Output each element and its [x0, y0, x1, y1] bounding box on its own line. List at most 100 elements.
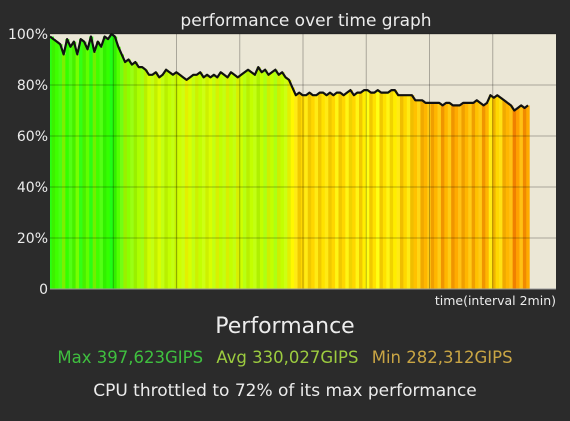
performance-bar — [212, 74, 217, 289]
performance-bar — [208, 77, 213, 289]
performance-bar — [376, 90, 381, 289]
performance-bar — [171, 74, 176, 289]
min-stat: Min 282,312GIPS — [371, 348, 513, 367]
performance-bar — [242, 72, 247, 289]
performance-bar — [123, 62, 128, 289]
performance-bars — [50, 34, 530, 290]
performance-bar — [201, 77, 206, 289]
performance-bar — [502, 100, 507, 289]
performance-bar — [427, 102, 432, 289]
performance-line — [49, 32, 529, 112]
performance-bar — [512, 110, 517, 289]
performance-bar — [420, 100, 425, 289]
performance-bar — [191, 74, 196, 289]
performance-bar — [338, 92, 343, 290]
performance-bar — [444, 102, 449, 289]
performance-bar — [273, 69, 278, 289]
performance-bar — [369, 92, 374, 290]
performance-bar — [222, 74, 227, 289]
performance-bar — [396, 95, 401, 289]
performance-bar — [253, 74, 258, 289]
performance-bar — [270, 72, 275, 289]
performance-bar — [297, 92, 302, 290]
performance-bar — [219, 72, 224, 289]
performance-bar — [451, 105, 456, 290]
performance-bar — [485, 102, 490, 289]
performance-heading: Performance — [215, 314, 355, 339]
performance-bar — [468, 102, 473, 289]
y-tick-label: 100% — [8, 27, 48, 43]
performance-bar — [82, 41, 87, 290]
performance-bar — [372, 92, 377, 290]
performance-bar — [488, 95, 493, 289]
performance-bar — [130, 64, 135, 289]
performance-bar — [178, 74, 183, 289]
performance-bar — [355, 92, 360, 290]
performance-bar — [225, 77, 230, 289]
performance-bar — [314, 95, 319, 289]
performance-bar — [195, 74, 200, 289]
performance-bar — [157, 77, 162, 289]
performance-bar — [475, 100, 480, 289]
performance-bar — [99, 46, 104, 289]
performance-bar — [290, 87, 295, 289]
performance-bar — [300, 95, 305, 289]
performance-bar — [345, 92, 350, 290]
performance-bar — [331, 95, 336, 289]
performance-bar — [403, 95, 408, 289]
y-tick-label: 40% — [17, 180, 48, 196]
performance-bar — [280, 72, 285, 289]
performance-bar — [495, 95, 500, 289]
performance-bar — [61, 54, 66, 290]
performance-bar — [79, 39, 84, 289]
performance-bar — [140, 67, 145, 290]
performance-bar — [263, 69, 268, 289]
performance-bar — [478, 102, 483, 289]
performance-bar — [96, 41, 101, 290]
performance-bar — [55, 41, 60, 290]
performance-bar — [89, 36, 94, 289]
max-stat: Max 397,623GIPS — [57, 348, 204, 367]
performance-bar — [229, 72, 234, 289]
performance-bar — [184, 79, 189, 290]
performance-bar — [181, 77, 186, 289]
performance-bar — [526, 105, 530, 290]
performance-bar — [413, 100, 418, 289]
throttle-message: CPU throttled to 72% of its max performa… — [93, 381, 477, 401]
performance-bar — [277, 74, 282, 289]
performance-bar — [461, 102, 466, 289]
performance-bar — [51, 39, 56, 289]
performance-bar — [198, 72, 203, 289]
performance-bar — [458, 105, 463, 290]
performance-bar — [205, 74, 210, 289]
performance-bar — [454, 105, 459, 290]
y-tick-label: 20% — [17, 231, 48, 247]
performance-bar — [188, 77, 193, 289]
performance-bar — [417, 100, 422, 289]
performance-bar — [348, 90, 353, 289]
performance-bar — [174, 72, 179, 289]
performance-bar — [106, 39, 111, 289]
performance-bar — [362, 90, 367, 289]
performance-bar — [232, 74, 237, 289]
performance-bar — [321, 92, 326, 290]
performance-bar — [481, 105, 486, 290]
performance-bar — [509, 105, 514, 290]
performance-bar — [328, 92, 333, 290]
performance-bar — [150, 74, 155, 289]
performance-bar — [259, 72, 264, 289]
performance-bar — [352, 95, 357, 289]
avg-stat: Avg 330,027GIPS — [216, 348, 359, 367]
performance-bar — [492, 97, 497, 289]
performance-bar — [516, 107, 521, 289]
performance-bar — [58, 44, 63, 290]
performance-bar — [68, 46, 73, 289]
y-tick-label: 80% — [17, 78, 48, 94]
performance-bar — [304, 95, 309, 289]
performance-bar — [113, 36, 118, 289]
performance-bar — [519, 105, 524, 290]
performance-bar — [393, 90, 398, 289]
performance-bar — [160, 74, 165, 289]
performance-bar — [85, 49, 90, 289]
